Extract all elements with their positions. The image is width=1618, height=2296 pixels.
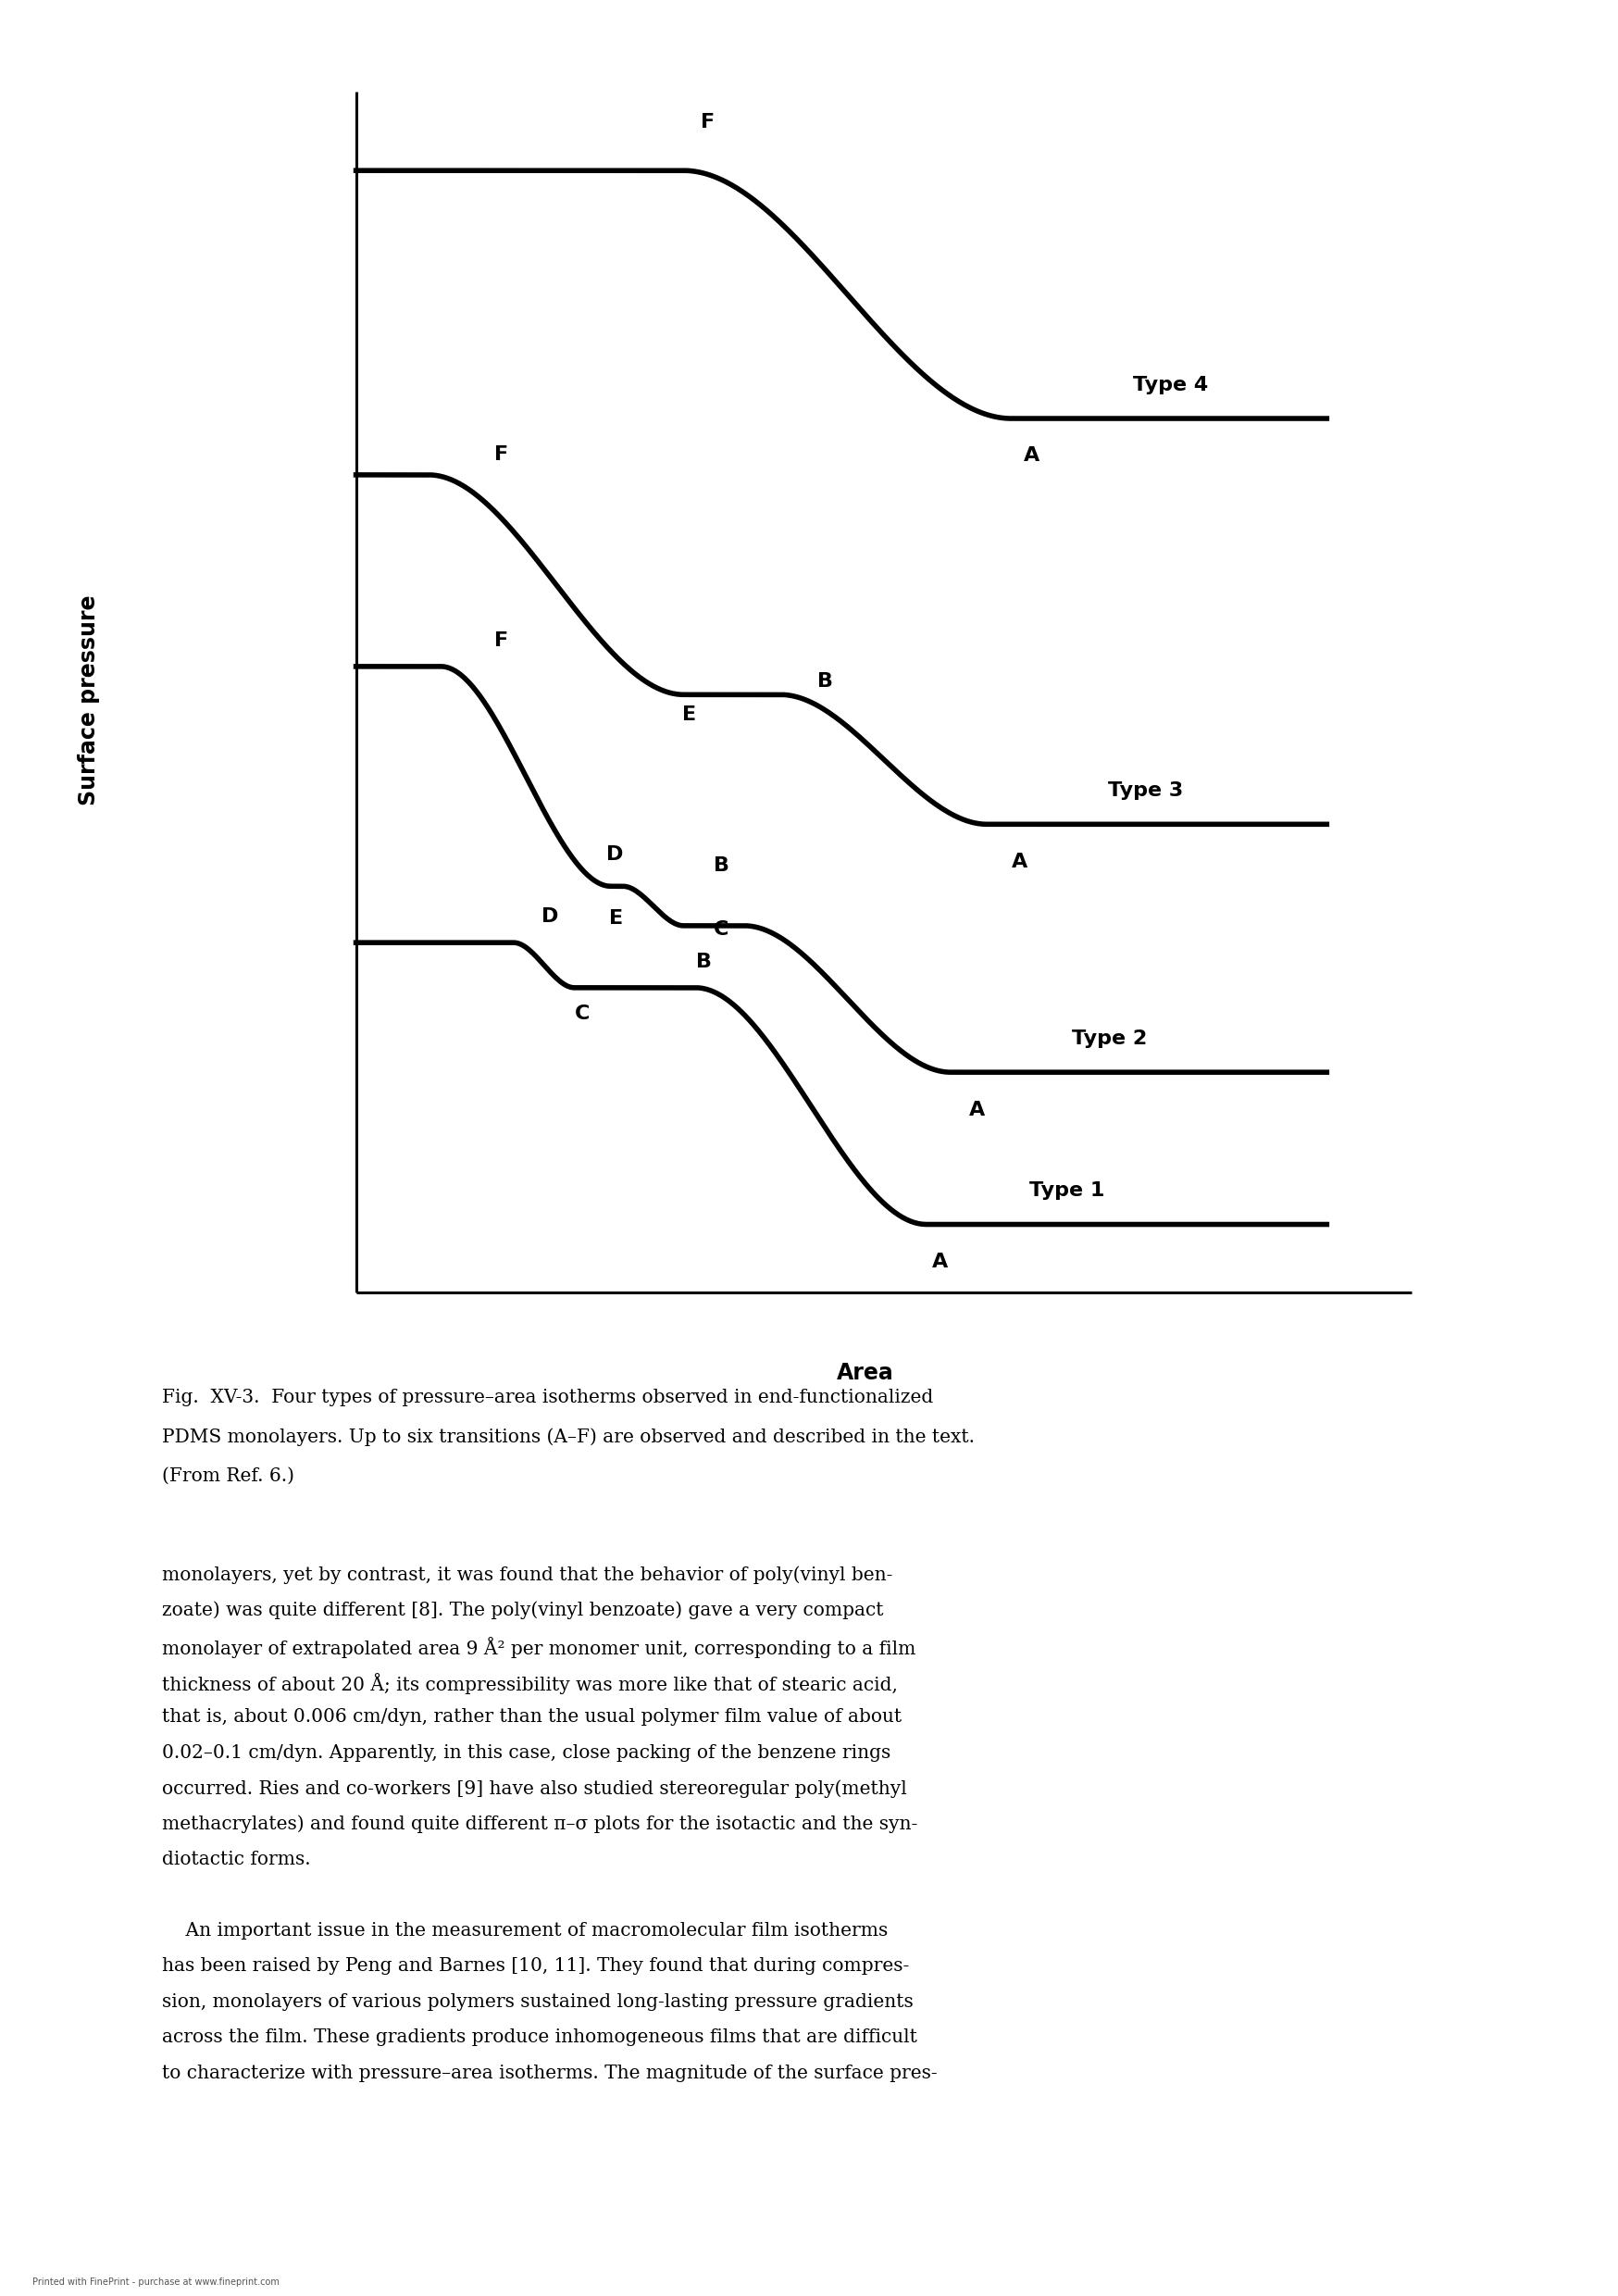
Text: A: A <box>1023 448 1039 466</box>
Text: Fig.  XV-3.  Four types of pressure–area isotherms observed in end-functionalize: Fig. XV-3. Four types of pressure–area i… <box>162 1389 934 1407</box>
Text: to characterize with pressure–area isotherms. The magnitude of the surface pres-: to characterize with pressure–area isoth… <box>162 2064 937 2082</box>
Text: Type 1: Type 1 <box>1029 1182 1105 1201</box>
Text: B: B <box>714 856 730 875</box>
Text: monolayers, yet by contrast, it was found that the behavior of poly(vinyl ben-: monolayers, yet by contrast, it was foun… <box>162 1566 893 1584</box>
Text: A: A <box>1011 852 1027 870</box>
Text: across the film. These gradients produce inhomogeneous films that are difficult: across the film. These gradients produce… <box>162 2030 917 2046</box>
Text: C: C <box>574 1006 589 1024</box>
Text: occurred. Ries and co-workers [9] have also studied stereoregular poly(methyl: occurred. Ries and co-workers [9] have a… <box>162 1779 906 1798</box>
Text: A: A <box>969 1100 985 1118</box>
Text: Printed with FinePrint - purchase at www.fineprint.com: Printed with FinePrint - purchase at www… <box>32 2278 280 2287</box>
Text: (From Ref. 6.): (From Ref. 6.) <box>162 1467 294 1486</box>
Text: monolayer of extrapolated area 9 Å² per monomer unit, corresponding to a film: monolayer of extrapolated area 9 Å² per … <box>162 1637 916 1658</box>
Text: A: A <box>932 1254 948 1272</box>
Text: thickness of about 20 Å; its compressibility was more like that of stearic acid,: thickness of about 20 Å; its compressibi… <box>162 1671 898 1694</box>
Text: methacrylates) and found quite different π–σ plots for the isotactic and the syn: methacrylates) and found quite different… <box>162 1814 917 1832</box>
Text: 0.02–0.1 cm/dyn. Apparently, in this case, close packing of the benzene rings: 0.02–0.1 cm/dyn. Apparently, in this cas… <box>162 1745 890 1761</box>
Text: Type 2: Type 2 <box>1071 1029 1147 1047</box>
Text: D: D <box>605 845 623 863</box>
Text: diotactic forms.: diotactic forms. <box>162 1851 311 1869</box>
Text: has been raised by Peng and Barnes [10, 11]. They found that during compres-: has been raised by Peng and Barnes [10, … <box>162 1956 909 1975</box>
Text: PDMS monolayers. Up to six transitions (A–F) are observed and described in the t: PDMS monolayers. Up to six transitions (… <box>162 1428 974 1446</box>
Text: E: E <box>608 909 623 928</box>
Text: F: F <box>495 631 508 650</box>
Text: Type 4: Type 4 <box>1133 377 1207 395</box>
Text: E: E <box>681 705 696 726</box>
Text: Area: Area <box>837 1362 895 1384</box>
Text: Surface pressure: Surface pressure <box>78 595 100 806</box>
Text: zoate) was quite different [8]. The poly(vinyl benzoate) gave a very compact: zoate) was quite different [8]. The poly… <box>162 1603 883 1619</box>
Text: sion, monolayers of various polymers sustained long-lasting pressure gradients: sion, monolayers of various polymers sus… <box>162 1993 913 2011</box>
Text: F: F <box>701 113 715 131</box>
Text: Type 3: Type 3 <box>1108 781 1183 799</box>
Text: F: F <box>495 445 508 464</box>
Text: An important issue in the measurement of macromolecular film isotherms: An important issue in the measurement of… <box>162 1922 888 1940</box>
Text: B: B <box>817 673 833 691</box>
Text: that is, about 0.006 cm/dyn, rather than the usual polymer film value of about: that is, about 0.006 cm/dyn, rather than… <box>162 1708 901 1727</box>
Text: D: D <box>542 907 558 925</box>
Text: B: B <box>696 953 712 971</box>
Text: C: C <box>714 921 730 939</box>
